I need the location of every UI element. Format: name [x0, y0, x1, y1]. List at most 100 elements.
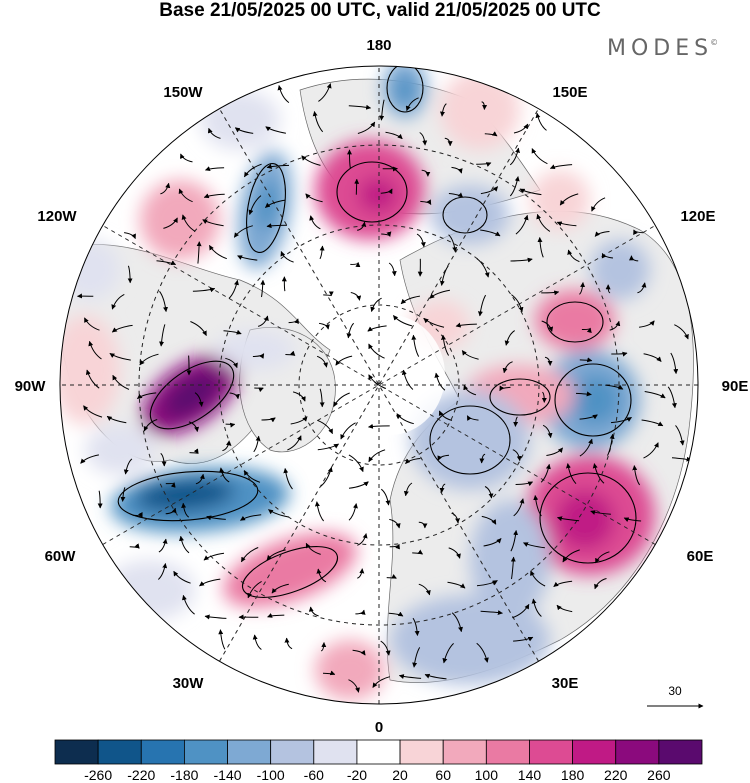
wind-vector [290, 416, 308, 425]
wind-vector [388, 611, 404, 617]
wind-vector [641, 419, 664, 427]
wind-vector [277, 85, 290, 104]
wind-vector [204, 614, 227, 620]
wind-vector [592, 463, 605, 484]
wind-vector [479, 453, 486, 464]
map-title: Base 21/05/2025 00 UTC, valid 21/05/2025… [159, 0, 601, 21]
wind-vector [380, 188, 393, 195]
wind-vector [531, 148, 548, 165]
wind-vector [509, 176, 520, 197]
wind-vector [219, 467, 230, 483]
lon-label-150w: 150W [163, 84, 203, 101]
wind-vector [519, 188, 542, 196]
wind-vector [348, 481, 369, 489]
wind-vector [670, 352, 679, 375]
wind-vector [451, 166, 463, 174]
wind-vector [188, 421, 200, 432]
colorbar-swatch [485, 739, 530, 765]
wind-vector [581, 327, 592, 334]
colorbar-swatch [442, 739, 487, 765]
wind-vector [132, 512, 143, 518]
meridian-line [102, 225, 656, 545]
wind-vector [229, 392, 240, 400]
modes-logo: MODES© [607, 36, 721, 61]
wind-vector [418, 521, 428, 529]
wind-vector [194, 392, 204, 407]
lon-label-90e: 90E [722, 378, 749, 395]
wind-vector [504, 330, 515, 346]
anomaly-contours [117, 66, 637, 598]
wind-vector [483, 538, 502, 547]
wind-vector [463, 384, 477, 396]
wind-vector [355, 609, 366, 616]
wind-vector [368, 449, 386, 463]
contour-line [554, 363, 632, 437]
wind-vector [370, 297, 382, 312]
wind-vector [556, 221, 577, 227]
wind-vector [389, 518, 401, 529]
anomaly-blob [315, 640, 385, 700]
wind-vector [350, 262, 361, 268]
wind-vector [368, 374, 387, 389]
contour-line [241, 546, 339, 598]
anomaly-blob [164, 372, 220, 418]
wind-vector [199, 578, 221, 587]
colorbar-swatch [615, 739, 660, 765]
lon-label-150e: 150E [552, 84, 587, 101]
wind-vector [476, 258, 490, 278]
contour-line [117, 470, 259, 522]
wind-vector [267, 613, 285, 618]
wind-vector [292, 391, 306, 402]
wind-vector [412, 549, 424, 555]
wind-vector [178, 188, 193, 203]
wind-vector [268, 509, 290, 518]
anomaly-blob [135, 478, 235, 512]
wind-vector [477, 294, 487, 317]
wind-vector [203, 193, 225, 199]
anomaly-blob [85, 425, 155, 475]
wind-vector [234, 127, 254, 134]
wind-vector [476, 580, 498, 587]
wind-vector [380, 640, 391, 656]
wind-vector [159, 324, 166, 347]
wind-vector [240, 514, 262, 521]
wind-vector [165, 482, 176, 488]
wind-vector [124, 232, 136, 240]
wind-vector [535, 112, 547, 131]
wind-vector [112, 374, 130, 390]
anomaly-blob [535, 290, 615, 350]
wind-vector [605, 384, 624, 390]
wind-vector [335, 355, 353, 366]
wind-vector [88, 340, 102, 360]
wind-vector [440, 103, 447, 117]
copyright-mark: © [710, 38, 719, 47]
wind-vector [416, 233, 426, 248]
anomaly-blob [140, 180, 220, 260]
lon-label-30e: 30E [552, 675, 579, 692]
wind-vector [317, 443, 340, 451]
meridian-line [102, 225, 656, 545]
wind-vector [513, 123, 529, 134]
wind-vector [143, 419, 158, 432]
wind-vector [484, 131, 498, 137]
wind-vector [611, 351, 628, 357]
wind-vector [159, 291, 168, 313]
wind-vector [139, 353, 159, 366]
wind-vector [385, 131, 403, 140]
wind-vector [127, 265, 133, 284]
wind-vector [192, 287, 216, 293]
wind-vector [480, 229, 501, 237]
colorbar-swatch [399, 739, 444, 765]
colorbar-tick-label: -260 [84, 767, 112, 783]
lon-label-0: 0 [375, 719, 383, 736]
wind-vector [305, 542, 321, 555]
wind-vector [160, 453, 167, 467]
colorbar-tick-label: 220 [604, 767, 628, 783]
wind-vector [423, 317, 445, 328]
wind-vector [97, 490, 103, 509]
wind-vector [357, 533, 368, 546]
contour-line [336, 161, 408, 223]
wind-vector [639, 320, 655, 328]
wind-vector [316, 568, 327, 583]
